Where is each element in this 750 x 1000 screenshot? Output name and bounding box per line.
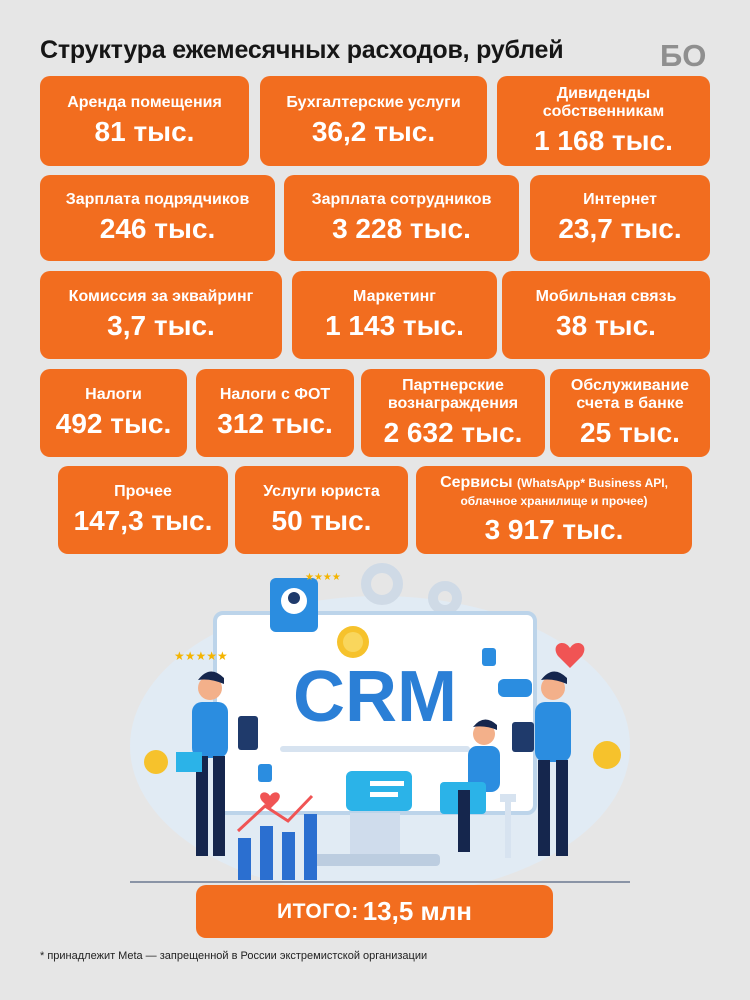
expense-label: Аренда помещения (67, 94, 222, 111)
footnote: * принадлежит Meta — запрещенной в Росси… (40, 950, 428, 962)
expense-value: 246 тыс. (99, 213, 216, 244)
expense-value: 147,3 тыс. (73, 505, 213, 536)
expense-card-lawyer: Услуги юриста 50 тыс. (235, 466, 408, 554)
mini-bar-chart (238, 814, 317, 880)
gear-icon (361, 563, 462, 615)
expense-label: Услуги юриста (263, 483, 380, 500)
expense-value: 50 тыс. (271, 505, 372, 536)
page-title: Структура ежемесячных расходов, рублей (40, 36, 564, 64)
expense-label: Дивиденды собственникам (542, 85, 665, 120)
expense-card-other: Прочее 147,3 тыс. (58, 466, 228, 554)
expense-label: Налоги (85, 386, 142, 403)
expense-label: Бухгалтерские услуги (286, 94, 461, 111)
expense-label: Прочее (114, 483, 172, 500)
expense-card-contractors-salary: Зарплата подрядчиков 246 тыс. (40, 175, 275, 261)
expense-value: 23,7 тыс. (558, 213, 682, 244)
monitor-base (310, 854, 440, 866)
person-sitting (440, 719, 516, 858)
expense-card-partner-rewards: Партнерские вознаграждения 2 632 тыс. (361, 369, 545, 457)
expense-label: Интернет (583, 191, 657, 208)
expense-value: 38 тыс. (556, 310, 656, 341)
expense-card-employees-salary: Зарплата сотрудников 3 228 тыс. (284, 175, 519, 261)
expense-value: 1 168 тыс. (534, 125, 673, 156)
expense-value: 312 тыс. (217, 408, 333, 439)
expense-value: 1 143 тыс. (325, 310, 464, 341)
expense-value: 25 тыс. (580, 417, 680, 448)
expense-label: Комиссия за эквайринг (68, 288, 254, 305)
crm-illustration: CRM ★★★★★ ★★★★ (130, 563, 630, 886)
total-value: 13,5 млн (362, 896, 472, 926)
expense-value: 492 тыс. (55, 408, 172, 439)
rating-stars-icon: ★★★★ (305, 572, 341, 583)
expense-card-mobile: Мобильная связь 38 тыс. (502, 271, 710, 359)
expense-label: Зарплата сотрудников (311, 191, 492, 208)
heart-icon (555, 642, 585, 668)
expense-card-payroll-taxes: Налоги с ФОТ 312 тыс. (196, 369, 354, 457)
bo-logo: БО (660, 38, 706, 72)
expense-card-rent: Аренда помещения 81 тыс. (40, 76, 249, 166)
expense-card-services: Сервисы (WhatsApp* Business API, облачно… (416, 466, 692, 554)
coin-icon (144, 626, 621, 774)
services-label: Сервисы (440, 474, 513, 491)
person-left (176, 671, 258, 856)
crm-screen-text: CRM (293, 657, 457, 737)
expense-card-acquiring: Комиссия за эквайринг 3,7 тыс. (40, 271, 282, 359)
expense-value: 3 228 тыс. (332, 213, 471, 244)
services-label-note: (WhatsApp* Business API, облачное хранил… (460, 476, 668, 508)
monitor-stand (350, 813, 400, 858)
expense-label: Маркетинг (353, 288, 436, 305)
expense-value: 36,2 тыс. (311, 116, 436, 147)
rating-stars-icon: ★★★★★ (174, 649, 228, 663)
expense-label: Зарплата подрядчиков (65, 191, 250, 208)
logo-text: БО (660, 38, 706, 72)
total-label: ИТОГО: (277, 899, 359, 923)
expense-card-dividends: Дивиденды собственникам 1 168 тыс. (497, 76, 710, 166)
total-bar: ИТОГО: 13,5 млн (196, 885, 553, 938)
expense-card-bank-service: Обслуживание счета в банке 25 тыс. (550, 369, 710, 457)
expense-value: 3,7 тыс. (107, 310, 215, 341)
expense-label: Партнерские вознаграждения (387, 377, 519, 412)
expense-value: 81 тыс. (94, 116, 195, 147)
expense-label: Мобильная связь (535, 288, 677, 305)
thumbs-up-icon (482, 648, 496, 666)
expense-label: Обслуживание счета в банке (570, 377, 690, 412)
expense-card-marketing: Маркетинг 1 143 тыс. (292, 271, 497, 359)
thumbs-up-icon (258, 764, 272, 782)
expense-card-accounting: Бухгалтерские услуги 36,2 тыс. (260, 76, 487, 166)
id-card (346, 771, 412, 811)
expense-card-internet: Интернет 23,7 тыс. (530, 175, 710, 261)
heart-icon (260, 792, 280, 809)
person-right (512, 671, 571, 856)
expense-label: Сервисы (WhatsApp* Business API, облачно… (424, 474, 684, 510)
chat-bubble (498, 679, 532, 697)
expense-label: Налоги с ФОТ (219, 386, 331, 403)
expense-value: 3 917 тыс. (484, 514, 624, 545)
expense-value: 2 632 тыс. (383, 417, 523, 448)
expense-card-taxes: Налоги 492 тыс. (40, 369, 187, 457)
